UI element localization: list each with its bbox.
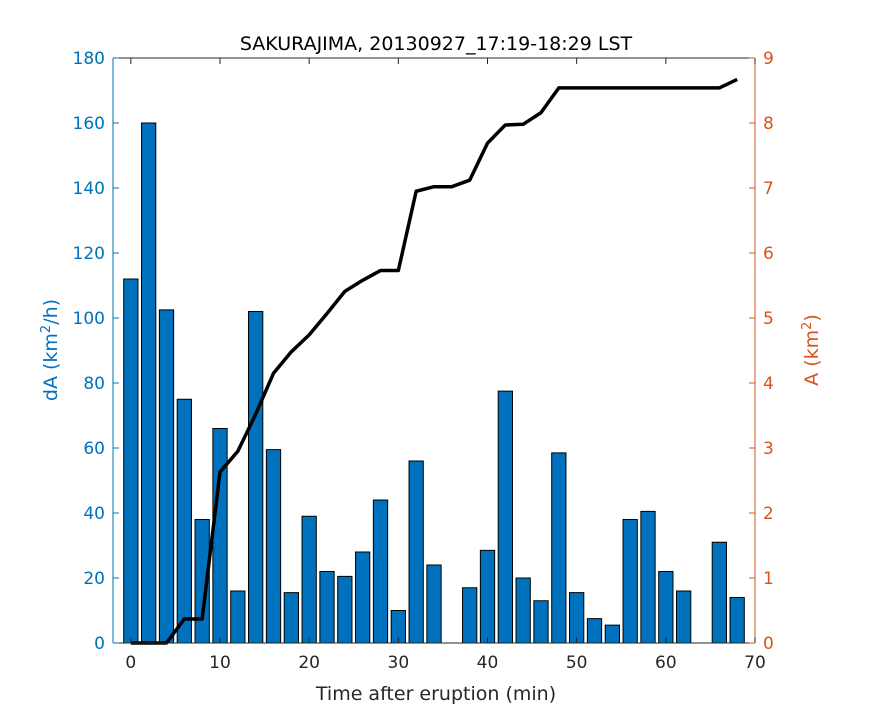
right-y-tick-label: 9 <box>763 49 774 69</box>
bar <box>301 515 317 644</box>
left-y-tick-label: 40 <box>83 504 105 524</box>
left-y-axis-label-tail: /h) <box>40 299 62 325</box>
left-y-tick-label: 20 <box>83 569 105 589</box>
bar <box>123 278 139 644</box>
bar <box>319 571 335 644</box>
right-y-axis-label-tail: ) <box>801 314 823 321</box>
x-tick-label: 60 <box>655 653 677 673</box>
right-y-tick-label: 1 <box>763 569 774 589</box>
bar-series <box>123 122 745 644</box>
cumulative-area-line <box>130 77 738 645</box>
right-y-tick-label: 0 <box>763 634 774 654</box>
bar <box>551 452 567 644</box>
right-y-axis-label-sup: 2 <box>800 322 815 330</box>
bar <box>283 592 299 644</box>
bar <box>158 309 175 644</box>
axes <box>112 57 756 644</box>
right-y-tick-label: 4 <box>763 374 774 394</box>
bar <box>497 390 513 644</box>
x-tick-label: 30 <box>388 653 410 673</box>
left-y-axis-label-main: dA (km <box>40 333 62 401</box>
left-y-axis-label-sup: 2 <box>39 325 54 333</box>
left-y-tick-label: 100 <box>73 309 105 329</box>
left-y-tick-label: 60 <box>83 439 105 459</box>
x-tick-label: 20 <box>298 653 320 673</box>
tick-labels: 0 10 20 30 40 50 60 700204060801001201401601800… <box>73 49 774 673</box>
bar <box>462 587 478 644</box>
bar <box>265 449 282 644</box>
x-tick-label: 50 <box>566 653 588 673</box>
bar <box>515 577 531 644</box>
bar <box>408 460 424 644</box>
x-tick-label: 70 <box>744 653 766 673</box>
chart-title: SAKURAJIMA, 20130927_17:19-18:29 LST <box>240 33 633 55</box>
x-tick-label: 0 <box>125 653 136 673</box>
bar <box>711 541 727 644</box>
bar <box>141 122 157 644</box>
bar <box>248 311 264 644</box>
left-y-axis-label: dA (km2/h) <box>39 299 62 401</box>
bar <box>729 597 745 644</box>
x-tick-label: 10 <box>209 653 231 673</box>
left-y-tick-label: 120 <box>73 244 105 264</box>
bar <box>426 564 442 644</box>
bar <box>337 575 353 644</box>
line-series-layer <box>130 77 738 645</box>
bar <box>640 510 656 644</box>
left-y-tick-label: 0 <box>94 634 105 654</box>
bar <box>176 398 192 644</box>
bar <box>230 590 246 644</box>
left-y-tick-label: 140 <box>73 179 105 199</box>
right-y-tick-label: 5 <box>763 309 774 329</box>
right-y-tick-label: 8 <box>763 114 774 134</box>
bar <box>212 428 228 644</box>
right-y-tick-label: 3 <box>763 439 774 459</box>
bar <box>533 600 549 644</box>
bar <box>586 618 603 644</box>
x-tick-label: 40 <box>477 653 499 673</box>
bar <box>569 592 585 644</box>
right-y-tick-label: 7 <box>763 179 774 199</box>
right-y-tick-label: 6 <box>763 244 774 264</box>
left-y-tick-label: 160 <box>73 114 105 134</box>
left-y-tick-label: 80 <box>83 374 105 394</box>
bar <box>622 519 638 644</box>
left-y-tick-label: 180 <box>73 49 105 69</box>
right-y-axis-label-main: A (km <box>801 330 823 386</box>
bar <box>479 549 496 644</box>
right-y-tick-label: 2 <box>763 504 774 524</box>
bar <box>604 624 620 644</box>
bar <box>372 499 389 644</box>
bar <box>676 590 692 644</box>
bar <box>658 571 674 644</box>
right-y-axis-label: A (km2) <box>800 314 823 386</box>
bar <box>355 551 371 644</box>
x-axis-label: Time after eruption (min) <box>315 683 556 705</box>
